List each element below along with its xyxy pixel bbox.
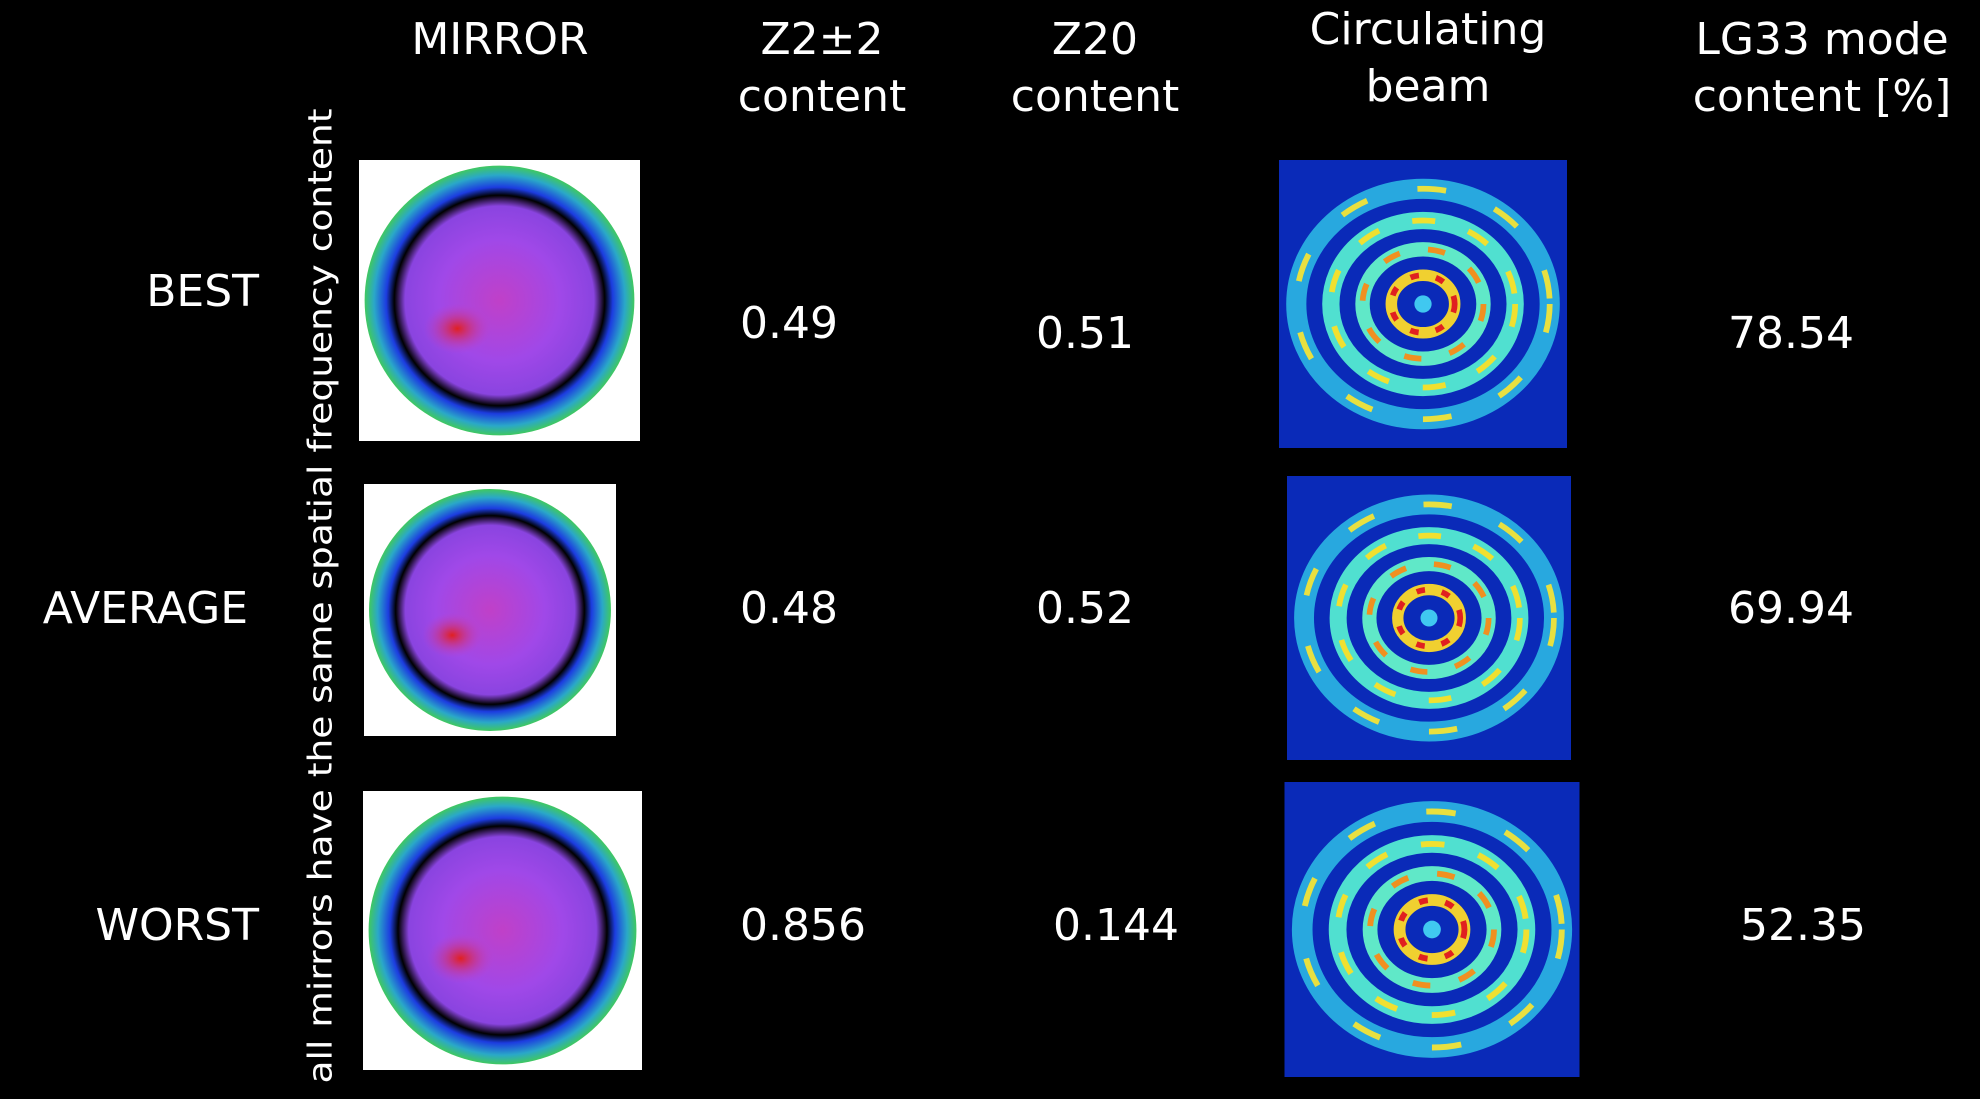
column-header: LG33 mode bbox=[1695, 14, 1948, 65]
column-header: Circulating bbox=[1310, 4, 1547, 55]
lg33-value: 69.94 bbox=[1728, 583, 1854, 634]
lg33-value: 52.35 bbox=[1740, 900, 1866, 951]
row-label: BEST bbox=[146, 266, 259, 317]
row-label: WORST bbox=[95, 900, 259, 951]
mirror-map bbox=[359, 160, 640, 441]
z22-value: 0.856 bbox=[740, 900, 866, 951]
column-header: beam bbox=[1366, 61, 1491, 112]
mirror-map bbox=[363, 791, 642, 1070]
z20-value: 0.51 bbox=[1036, 308, 1134, 359]
column-header: content bbox=[738, 71, 906, 122]
row-label: AVERAGE bbox=[43, 583, 248, 634]
z22-value: 0.48 bbox=[740, 583, 838, 634]
column-header: Z2±2 bbox=[761, 14, 884, 65]
side-note: all mirrors have the same spatial freque… bbox=[301, 108, 340, 1083]
page: {"header": {"columns": [["MIRROR"], ["Z2… bbox=[0, 0, 1980, 1099]
beam-image bbox=[1285, 782, 1580, 1077]
slide: MIRROR Z2±2 content Z20 content Circulat… bbox=[0, 0, 1980, 1099]
column-header: Z20 bbox=[1052, 14, 1138, 65]
column-header: MIRROR bbox=[411, 14, 588, 65]
column-header: content [%] bbox=[1693, 71, 1952, 122]
z20-value: 0.144 bbox=[1053, 900, 1179, 951]
lg33-value: 78.54 bbox=[1728, 308, 1854, 359]
column-header: content bbox=[1011, 71, 1179, 122]
mirror-map bbox=[364, 484, 616, 736]
beam-image bbox=[1287, 476, 1571, 760]
z20-value: 0.52 bbox=[1036, 583, 1134, 634]
beam-image bbox=[1279, 160, 1567, 448]
z22-value: 0.49 bbox=[740, 298, 838, 349]
